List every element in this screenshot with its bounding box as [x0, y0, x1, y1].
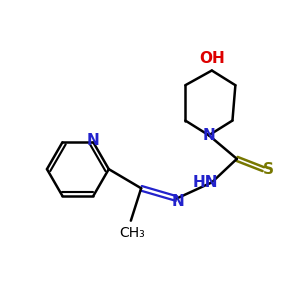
Text: S: S [263, 162, 274, 177]
Text: N: N [172, 194, 184, 209]
Text: N: N [202, 128, 215, 143]
Text: N: N [87, 134, 100, 148]
Text: OH: OH [199, 51, 225, 66]
Text: HN: HN [193, 175, 218, 190]
Text: CH₃: CH₃ [119, 226, 145, 240]
